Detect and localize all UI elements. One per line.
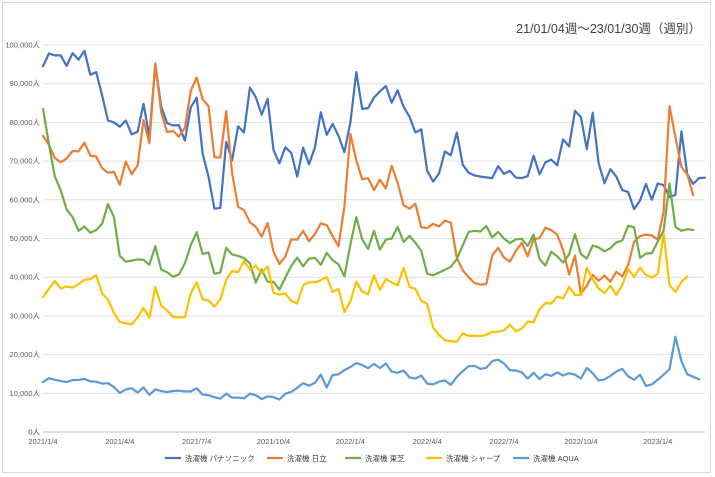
legend-item-5: 洗濯機 AQUA xyxy=(513,453,579,463)
y-tick-label: 80,000人 xyxy=(10,118,41,127)
x-tick-label: 2022/4/4 xyxy=(413,437,442,446)
series-line-4 xyxy=(41,232,689,343)
y-tick-label: 70,000人 xyxy=(10,157,41,166)
legend-label: 洗濯機 パナソニック xyxy=(185,453,255,463)
chart-frame: 21/01/04週～23/01/30週（週別） 0人 10,000人 20,000人… xyxy=(2,2,711,473)
x-tick-label: 2021/7/4 xyxy=(182,437,211,446)
line-chart: 21/01/04週～23/01/30週（週別） 0人 10,000人 20,000人… xyxy=(5,22,707,463)
y-axis: 0人 10,000人 20,000人 30,000人 40,000人 50,000人 60,… xyxy=(5,41,40,437)
x-tick-label: 2021/4/4 xyxy=(105,437,134,446)
grid-lines xyxy=(43,44,705,433)
y-tick-label: 50,000人 xyxy=(10,234,41,243)
x-axis: 2021/1/4 2021/4/4 2021/7/4 2021/10/4 2022/1/… xyxy=(28,437,672,446)
legend-label: 洗濯機 東芝 xyxy=(365,453,405,463)
y-tick-label: 0人 xyxy=(28,428,40,437)
legend-item-2: 洗濯機 日立 xyxy=(267,453,327,463)
y-tick-label: 20,000人 xyxy=(10,350,41,359)
y-tick-label: 40,000人 xyxy=(10,273,41,282)
legend-label: 洗濯機 シャープ xyxy=(446,453,501,463)
x-tick-label: 2022/10/4 xyxy=(564,437,597,446)
x-tick-label: 2022/7/4 xyxy=(489,437,518,446)
plot-area xyxy=(41,49,707,401)
legend-label: 洗濯機 AQUA xyxy=(533,453,579,463)
legend: 洗濯機 パナソニック 洗濯機 日立 洗濯機 東芝 洗濯機 シャープ 洗濯機 AQUA xyxy=(165,453,579,463)
x-tick-label: 2021/10/4 xyxy=(257,437,290,446)
y-tick-label: 10,000人 xyxy=(10,389,41,398)
legend-label: 洗濯機 日立 xyxy=(287,453,327,463)
series-line-3 xyxy=(41,107,695,291)
legend-item-1: 洗濯機 パナソニック xyxy=(165,453,255,463)
legend-item-4: 洗濯機 シャープ xyxy=(426,453,501,463)
series-line-5 xyxy=(41,335,701,401)
x-tick-label: 2023/1/4 xyxy=(643,437,672,446)
y-tick-label: 30,000人 xyxy=(10,311,41,320)
x-tick-label: 2022/1/4 xyxy=(336,437,365,446)
legend-item-3: 洗濯機 東芝 xyxy=(345,453,405,463)
y-tick-label: 100,000人 xyxy=(5,41,40,50)
period-label: 21/01/04週～23/01/30週（週別） xyxy=(516,22,701,36)
series-line-2 xyxy=(41,62,695,295)
y-tick-label: 60,000人 xyxy=(10,195,41,204)
x-tick-label: 2021/1/4 xyxy=(28,437,57,446)
y-tick-label: 90,000人 xyxy=(10,79,41,88)
